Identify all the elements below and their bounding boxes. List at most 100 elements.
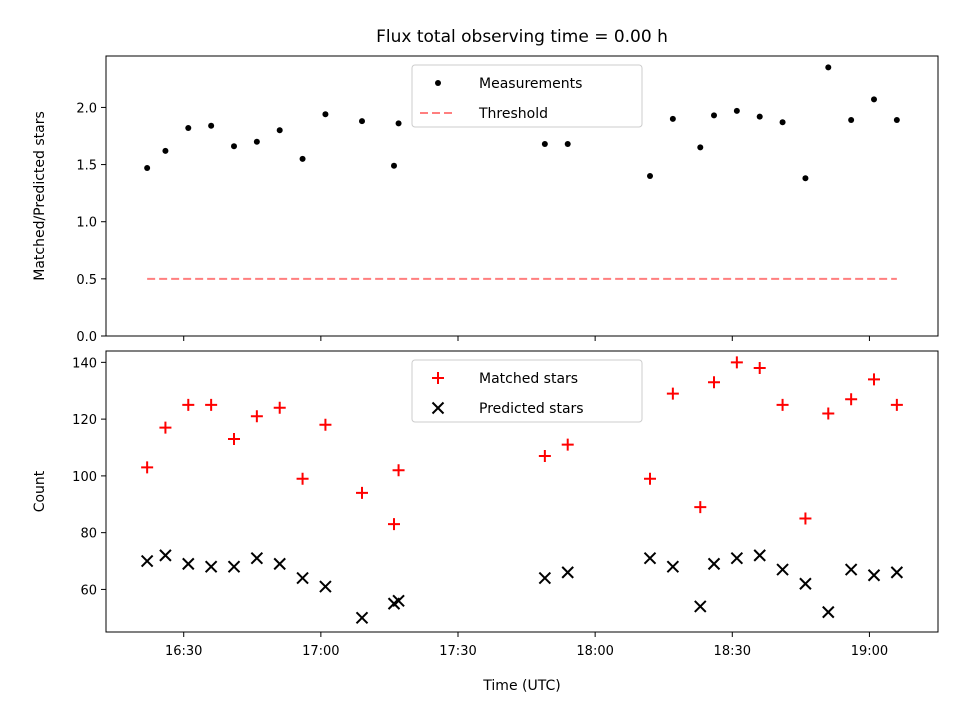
measurement-point [144,165,151,171]
matched-star-marker [890,398,903,411]
legend: Measurements Threshold [411,64,643,128]
matched-star-marker [753,362,766,375]
legend-label: Predicted stars [479,401,584,417]
measurement-point [322,111,329,118]
predicted-star-marker [227,560,241,573]
matched-star-marker [822,407,835,420]
matched-star-marker [708,376,720,389]
matched-star-marker [228,432,240,445]
predicted-star-marker [538,571,552,585]
matched-star-marker [388,518,400,531]
measurement-point [825,64,832,71]
y-tick-label: 0.5 [76,273,97,288]
measurement-point [756,113,763,120]
ratio-panel: 0.0 0.5 1.0 1.5 2.0 Matched/Predicted stars Me… [32,55,939,345]
predicted-star-marker [666,560,680,573]
x-tick-label: 18:30 [714,644,751,659]
matched-star-marker [799,512,812,525]
measurement-point [711,112,717,119]
matched-star-marker [776,398,789,411]
predicted-star-marker [694,600,707,613]
predicted-star-marker [250,551,264,565]
measurement-point [395,120,402,127]
matched-star-marker [538,450,551,463]
y-tick-label: 2.0 [76,101,97,116]
x-tick-label: 17:00 [302,644,339,659]
matched-star-marker [666,387,679,400]
measurement-point [299,155,306,162]
chart-title: Flux total observing time = 0.00 h [376,27,668,47]
matched-star-marker [356,486,368,499]
measurement-point [276,127,283,134]
predicted-star-marker [355,611,369,625]
legend-measurement-swatch [435,80,441,86]
predicted-star-marker [890,566,904,579]
measurement-point [391,162,397,169]
x-tick-label: 16:30 [165,644,202,659]
measurement-point [893,117,900,123]
legend-frame [411,359,643,423]
legend-label: Matched stars [479,371,578,387]
matched-star-marker [644,472,656,485]
y-axis-label: Count [32,470,48,512]
predicted-star-marker [776,563,789,576]
legend-matched-swatch [432,372,444,384]
x-axis-label: Time (UTC) [482,678,560,694]
y-tick-label: 80 [80,527,97,542]
matched-star-marker [694,501,707,514]
matched-star-marker [273,401,286,414]
matched-star-marker [392,464,405,477]
measurement-point [697,144,704,151]
matched-star-marker [205,398,218,411]
predicted-star-marker [140,554,154,568]
legend-frame [411,64,643,128]
y-tick-label: 1.5 [76,159,97,174]
predicted-star-marker [643,551,657,565]
measurement-point [253,138,260,145]
y-tick-label: 0.0 [76,330,97,345]
measurement-point [871,96,877,103]
predicted-star-marker [707,557,721,571]
predicted-star-marker [182,557,195,571]
y-axis-label: Matched/Predicted stars [32,111,48,281]
legend-label: Measurements [479,76,582,92]
predicted-star-marker [822,605,835,619]
matched-star-marker [250,410,263,423]
predicted-star-marker [867,569,881,582]
measurement-point [669,115,676,122]
matched-star-marker [319,418,332,431]
y-tick-label: 120 [72,413,97,428]
matched-star-marker [845,393,858,406]
x-tick-label: 18:00 [576,644,613,659]
measurement-point [231,143,237,150]
y-tick-label: 140 [72,356,97,371]
predicted-star-marker [844,563,858,576]
predicted-star-marker [204,560,218,573]
measurement-point [541,141,548,147]
predicted-star-marker [753,549,766,562]
predicted-star-marker [319,580,332,593]
axes-frame [105,350,939,633]
predicted-star-marker [159,549,172,562]
axes-frame [105,55,939,337]
matched-star-marker [730,356,743,369]
predicted-star-marker [730,551,744,565]
y-tick-label: 60 [80,583,97,598]
matched-star-marker [141,461,154,474]
legend-label: Threshold [478,106,548,122]
matched-star-marker [159,421,172,434]
matched-star-marker [182,398,195,411]
predicted-star-marker [561,566,574,579]
matched-star-marker [561,438,574,451]
measurement-point [848,117,855,123]
measurement-point [647,173,653,179]
legend: Matched stars Predicted stars [411,359,643,423]
matched-star-marker [296,472,309,485]
y-tick-label: 100 [72,470,97,485]
measurement-point [733,107,740,114]
measurement-point [208,122,215,129]
predicted-star-marker [799,577,812,590]
matched-star-marker [868,373,880,386]
x-tick-label: 17:30 [439,644,476,659]
